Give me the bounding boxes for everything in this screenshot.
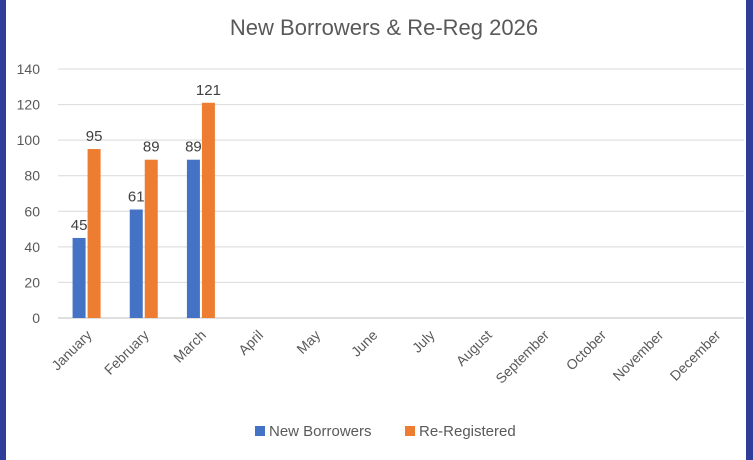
x-tick-label: October [563, 327, 610, 374]
x-tick-label: January [48, 327, 95, 374]
x-tick-label: July [409, 327, 438, 356]
bars [72, 102, 215, 319]
legend-label: New Borrowers [269, 423, 372, 440]
bar-new-borrowers [186, 159, 200, 318]
y-tick-label: 20 [24, 274, 40, 290]
x-tick-label: March [170, 327, 209, 366]
y-tick-label: 80 [24, 168, 40, 184]
bar-new-borrowers [129, 209, 143, 318]
x-tick-label: May [293, 327, 323, 357]
legend-swatch [255, 426, 265, 436]
legend-label: Re-Registered [419, 423, 516, 440]
bar-re-registered [87, 149, 101, 318]
x-tick-label: November [609, 327, 666, 384]
data-label: 89 [143, 139, 160, 156]
y-tick-label: 40 [24, 239, 40, 255]
y-tick-label: 140 [17, 61, 41, 77]
x-tick-label: April [235, 327, 266, 358]
legend-swatch [405, 426, 415, 436]
y-tick-label: 60 [24, 203, 40, 219]
chart: New Borrowers & Re-Reg 2026 0 20 40 60 80 100… [17, 15, 744, 440]
legend: New Borrowers Re-Registered [255, 423, 516, 440]
y-axis-ticks: 0 20 40 60 80 100 120 140 [17, 61, 41, 326]
bar-re-registered [144, 159, 158, 318]
data-labels: 45 95 61 89 89 121 [71, 82, 221, 234]
y-tick-label: 0 [32, 310, 40, 326]
data-label: 89 [185, 139, 202, 156]
data-label: 121 [196, 82, 221, 99]
chart-title: New Borrowers & Re-Reg 2026 [230, 15, 538, 40]
x-tick-label: February [101, 327, 152, 378]
bar-re-registered [201, 102, 215, 319]
data-label: 61 [128, 189, 145, 206]
x-tick-label: August [453, 327, 495, 369]
data-label: 45 [71, 217, 88, 234]
x-tick-label: June [348, 327, 381, 360]
x-tick-label: December [667, 327, 724, 384]
x-axis-ticks: January February March April May June July Augu… [48, 327, 724, 387]
gridlines [58, 68, 744, 319]
data-label: 95 [86, 128, 103, 145]
y-tick-label: 120 [17, 97, 41, 113]
chart-frame: New Borrowers & Re-Reg 2026 0 20 40 60 80 100… [6, 0, 746, 460]
y-tick-label: 100 [17, 132, 41, 148]
bar-new-borrowers [72, 237, 86, 318]
x-tick-label: September [492, 327, 552, 387]
